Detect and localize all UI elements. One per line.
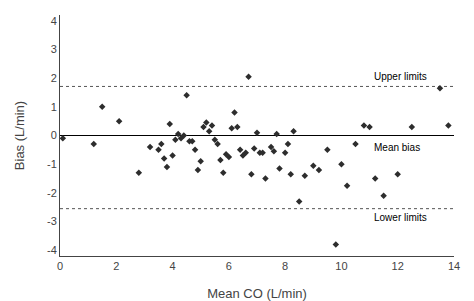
svg-text:-2: -2	[47, 187, 57, 199]
svg-text:3: 3	[51, 43, 57, 55]
svg-text:0: 0	[51, 129, 57, 141]
svg-text:Bias (L/min): Bias (L/min)	[12, 101, 27, 170]
svg-text:14: 14	[448, 260, 460, 272]
svg-text:12: 12	[392, 260, 404, 272]
svg-text:4: 4	[170, 260, 176, 272]
svg-text:Lower limits: Lower limits	[374, 212, 427, 223]
svg-text:-3: -3	[47, 215, 57, 227]
svg-text:4: 4	[51, 15, 57, 27]
svg-text:Mean bias: Mean bias	[374, 142, 420, 153]
svg-text:Mean CO (L/min): Mean CO (L/min)	[207, 286, 307, 301]
svg-text:10: 10	[335, 260, 347, 272]
svg-text:-1: -1	[47, 158, 57, 170]
svg-text:2: 2	[113, 260, 119, 272]
svg-text:1: 1	[51, 101, 57, 113]
svg-text:6: 6	[226, 260, 232, 272]
svg-text:-4: -4	[47, 244, 57, 256]
svg-text:Upper limits: Upper limits	[374, 71, 427, 82]
svg-text:2: 2	[51, 72, 57, 84]
svg-text:0: 0	[57, 260, 63, 272]
svg-text:8: 8	[282, 260, 288, 272]
